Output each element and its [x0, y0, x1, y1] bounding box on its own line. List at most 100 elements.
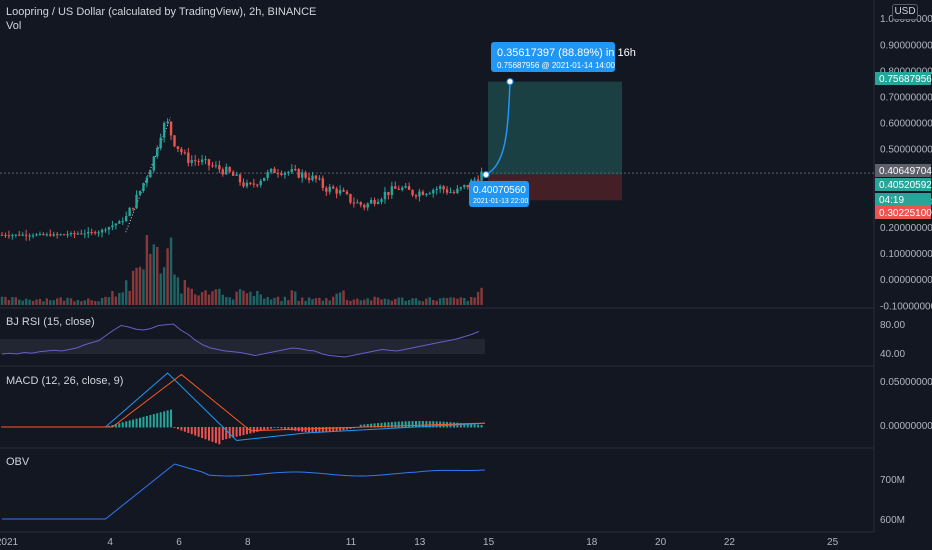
- candle-body: [76, 233, 80, 235]
- macd-histogram-bar: [321, 427, 324, 433]
- volume-bar: [128, 290, 131, 305]
- candle-body: [476, 179, 480, 181]
- volume-bar: [0, 296, 4, 305]
- candle-body: [473, 179, 476, 181]
- time-tick-label: 4: [107, 537, 113, 548]
- candle-body: [318, 178, 321, 180]
- candle-body: [0, 234, 4, 236]
- volume-bar: [269, 299, 273, 305]
- price-axis[interactable]: 1.000000000.900000000.800000000.70000000…: [880, 14, 932, 312]
- volume-bar: [401, 297, 404, 305]
- macd-histogram-bar: [190, 427, 193, 435]
- candle-body: [125, 216, 128, 222]
- macd-histogram-bar: [290, 427, 293, 431]
- macd-histogram-bar: [314, 427, 317, 433]
- volume-bar: [166, 248, 169, 305]
- price-tag-box: [875, 164, 931, 177]
- macd-histogram-bar: [366, 424, 369, 428]
- macd-histogram-bar: [114, 424, 117, 428]
- volume-bar: [142, 269, 145, 305]
- candle-body: [104, 229, 107, 231]
- volume-bar: [159, 273, 162, 305]
- currency-button[interactable]: USD: [892, 4, 918, 20]
- candle-body: [452, 192, 456, 194]
- volume-bar: [249, 291, 252, 305]
- macd-tick-label: 0.05000000: [880, 377, 932, 388]
- macd-histogram-bar: [145, 415, 148, 428]
- candle-body: [49, 234, 52, 236]
- candle-body: [459, 187, 463, 189]
- volume-bar: [218, 288, 221, 305]
- candle-body: [56, 234, 59, 236]
- candle-body: [245, 182, 249, 187]
- candle-body: [280, 173, 283, 175]
- candle-body: [335, 188, 338, 194]
- candle-body: [404, 186, 407, 188]
- candle-body: [93, 232, 97, 234]
- macd-histogram-bar: [170, 409, 173, 428]
- macd-histogram-bar: [163, 411, 166, 428]
- candle-body: [401, 187, 404, 190]
- candle-body: [42, 233, 45, 235]
- volume-bar: [183, 279, 187, 305]
- candle-body: [180, 148, 183, 153]
- volume-bar: [245, 293, 249, 305]
- candle-body: [249, 182, 252, 184]
- price-tick-label: 0.10000000: [880, 249, 932, 260]
- candle-body: [466, 184, 469, 188]
- macd-histogram-bar: [270, 427, 273, 429]
- volume-bar: [376, 297, 380, 305]
- macd-histogram-bar: [221, 427, 224, 440]
- volume-bar: [162, 267, 166, 305]
- candle-body: [52, 234, 55, 236]
- candle-body: [349, 194, 352, 203]
- macd-histogram-bar: [194, 427, 197, 436]
- candle-body: [359, 202, 362, 205]
- candle-body: [169, 121, 173, 136]
- macd-histogram-bar: [370, 423, 373, 428]
- volume-bar: [4, 296, 7, 305]
- candle-body: [221, 169, 224, 175]
- candle-body: [366, 203, 369, 208]
- volume-bar: [180, 293, 183, 305]
- volume-bar: [7, 299, 11, 305]
- volume-bar: [111, 291, 114, 305]
- candle-body: [131, 207, 135, 209]
- candle-body: [200, 159, 204, 163]
- volume-bar: [238, 289, 242, 305]
- macd-histogram-bar: [463, 423, 466, 428]
- price-tag-label: 0.40520592: [879, 180, 932, 191]
- candle-body: [421, 191, 425, 195]
- volume-bar: [314, 298, 318, 305]
- price-tag: 04:19: [875, 193, 931, 206]
- volume-bar: [476, 291, 480, 305]
- time-axis[interactable]: 2021 4 6 8 11 13 15 18 20 22 25: [0, 537, 839, 548]
- rsi-overlay: [1, 323, 479, 358]
- macd-histogram-bar: [397, 421, 400, 428]
- macd-histogram-bar: [121, 422, 124, 428]
- volume-bar: [24, 298, 28, 305]
- macd-histogram-bar: [152, 414, 155, 428]
- candle-body: [97, 232, 100, 234]
- callout-label: 0.35617397 (88.89%) in 16h: [497, 47, 636, 59]
- volume-bar: [252, 295, 256, 305]
- candle-body: [304, 172, 307, 178]
- candle-body: [311, 175, 314, 181]
- volume-bar: [435, 300, 438, 305]
- time-tick-label: 20: [655, 537, 667, 548]
- price-tick-label: -0.10000000: [880, 301, 932, 312]
- macd-histogram-bar: [201, 427, 204, 439]
- candle-body: [197, 161, 200, 163]
- volume-bar: [49, 300, 52, 305]
- candle-body: [438, 186, 442, 189]
- macd-histogram-bar: [346, 427, 348, 430]
- volume-bar: [394, 298, 397, 305]
- volume-bar: [93, 300, 97, 305]
- macd-histogram-bar: [311, 427, 314, 433]
- candle-body: [24, 234, 28, 236]
- volume-bar: [411, 298, 414, 305]
- macd-histogram-bar: [383, 422, 386, 428]
- volume-bar: [200, 292, 204, 305]
- macd-histogram-bar: [480, 425, 483, 428]
